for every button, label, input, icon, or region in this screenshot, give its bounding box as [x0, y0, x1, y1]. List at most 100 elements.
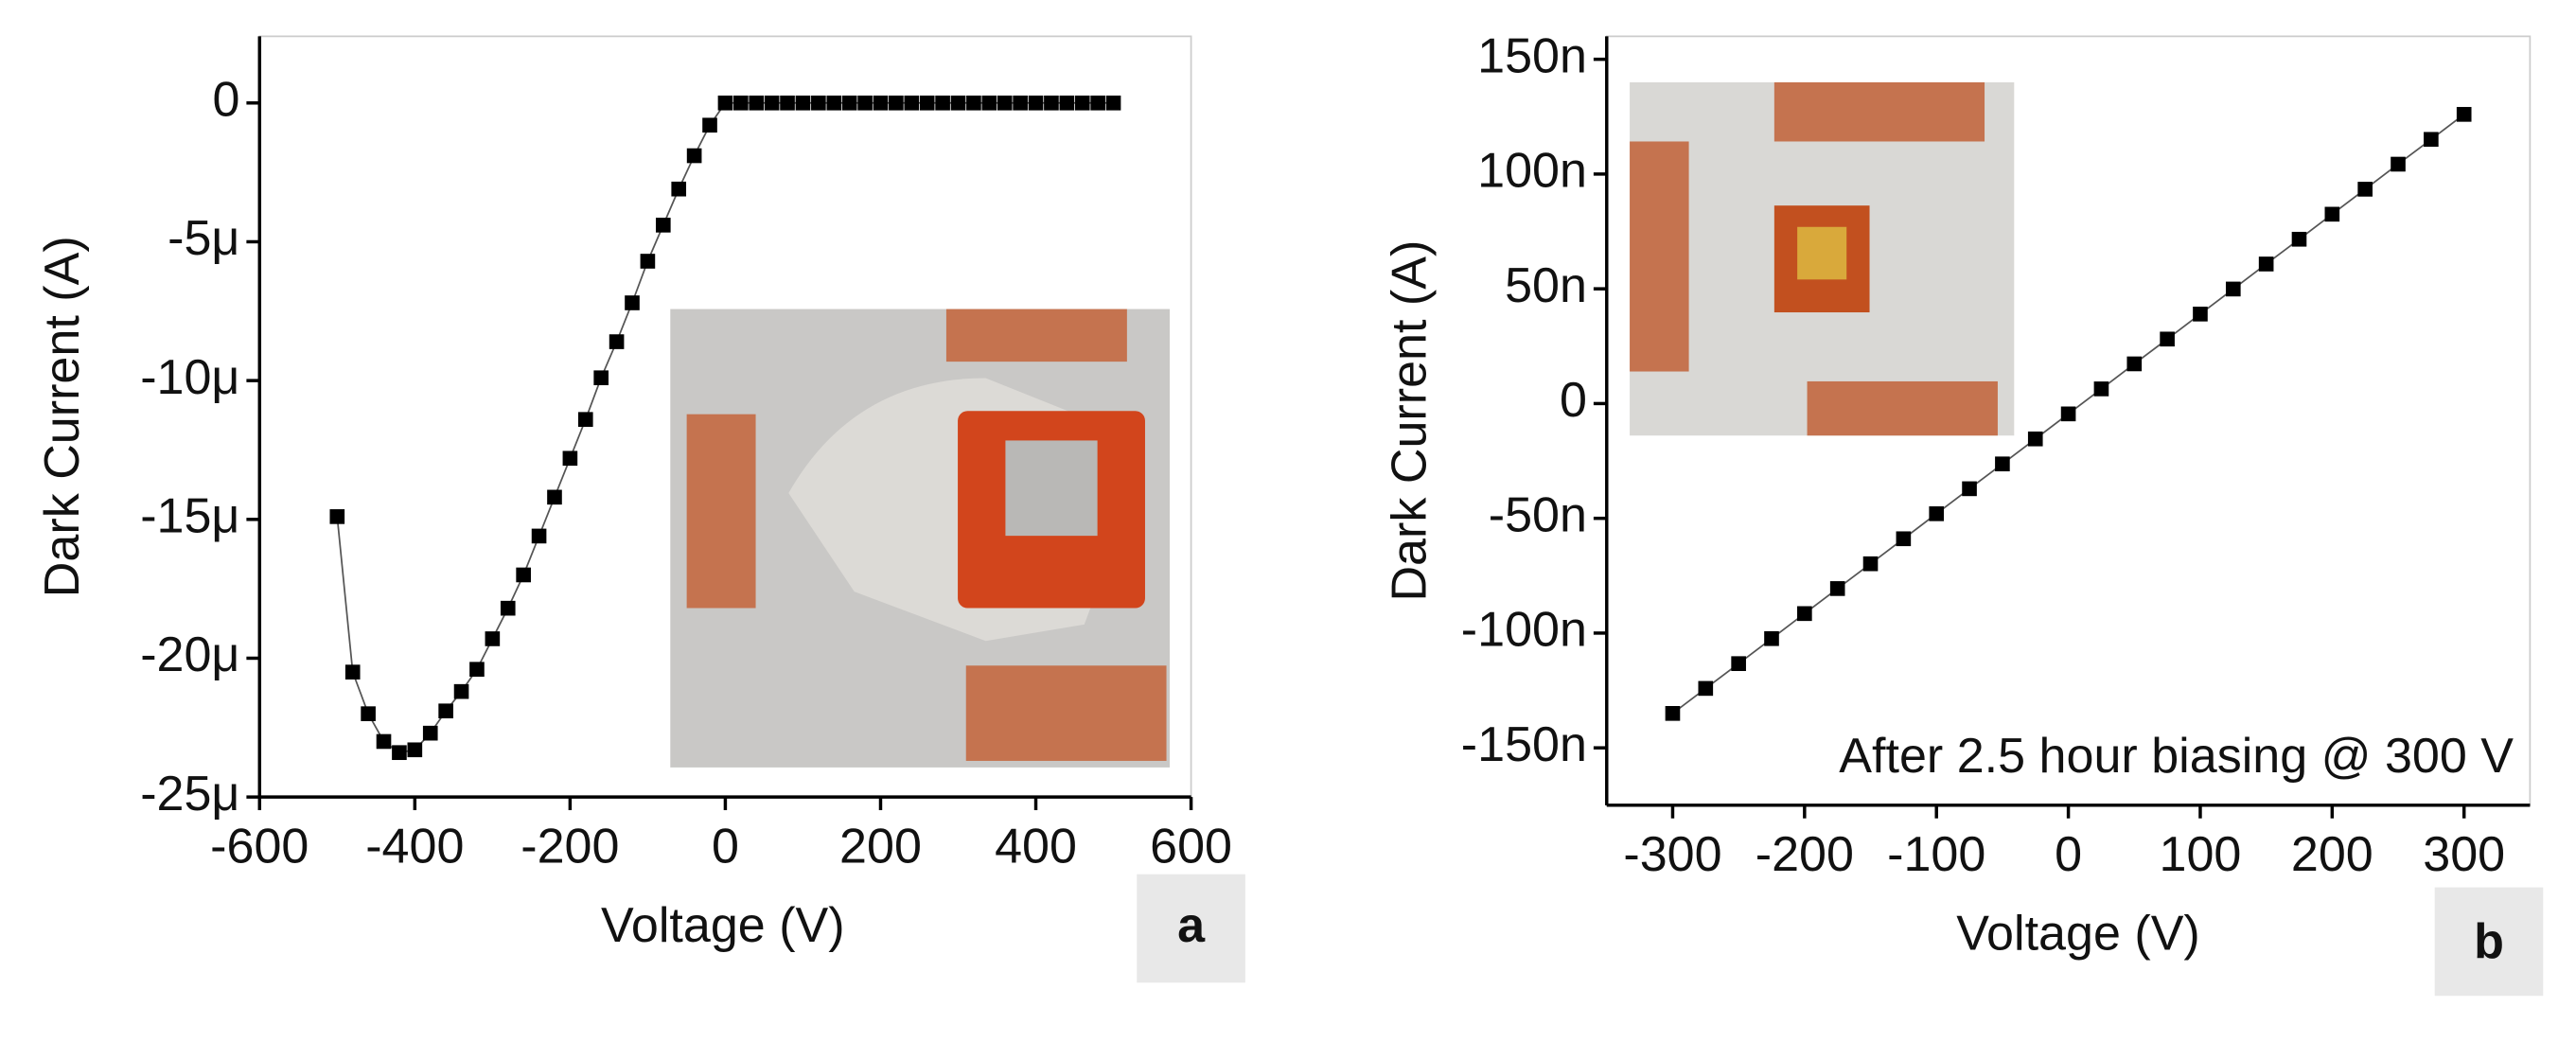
- data-point: [2193, 307, 2208, 322]
- y-tick-label: -10μ: [140, 350, 239, 405]
- data-point: [671, 181, 687, 197]
- x-tick-label: -300: [1623, 827, 1721, 882]
- inset-photo-a: [670, 309, 1171, 768]
- data-point: [361, 706, 376, 721]
- data-point: [376, 733, 392, 750]
- data-point: [841, 95, 857, 111]
- data-point: [407, 742, 423, 758]
- data-point: [344, 664, 361, 680]
- data-point: [811, 95, 826, 111]
- x-tick-label: 600: [1150, 819, 1232, 874]
- data-point: [1797, 606, 1812, 622]
- data-point: [935, 95, 950, 111]
- x-tick-label: 200: [2291, 827, 2373, 882]
- data-point: [702, 117, 717, 133]
- y-axis-label: Dark Current (A): [1383, 240, 1438, 602]
- data-point: [2126, 356, 2143, 372]
- data-point: [1698, 680, 1714, 697]
- data-point: [453, 683, 469, 699]
- y-tick-label: -50n: [1489, 487, 1587, 542]
- y-tick-label: 100n: [1477, 144, 1587, 199]
- data-point: [485, 631, 501, 646]
- data-point: [966, 95, 981, 111]
- data-point: [717, 95, 733, 111]
- x-tick-label: -200: [1756, 827, 1854, 882]
- data-point: [2424, 132, 2439, 148]
- data-point: [500, 600, 516, 616]
- data-point: [981, 95, 997, 111]
- data-point: [2357, 182, 2373, 197]
- data-point: [640, 254, 656, 269]
- data-point: [889, 95, 904, 111]
- y-tick-label: -25μ: [140, 767, 239, 821]
- data-point: [655, 218, 671, 233]
- data-point: [1105, 95, 1121, 111]
- inset-photo-b: [1630, 81, 2015, 436]
- data-point: [950, 95, 966, 111]
- data-point: [516, 567, 531, 583]
- data-point: [857, 95, 873, 111]
- data-point: [904, 95, 920, 111]
- data-point: [795, 95, 811, 111]
- data-point: [826, 95, 842, 111]
- data-point: [733, 95, 749, 111]
- x-tick-label: 0: [712, 819, 739, 874]
- data-point: [1896, 531, 1912, 547]
- data-point: [1764, 630, 1779, 646]
- data-point: [997, 95, 1013, 111]
- data-point: [1013, 95, 1028, 111]
- data-point: [593, 370, 609, 386]
- data-point: [1731, 656, 1746, 672]
- data-point: [609, 334, 625, 349]
- data-point: [438, 703, 453, 719]
- x-tick-label: 0: [2055, 827, 2082, 882]
- data-point: [2027, 431, 2043, 447]
- y-tick-label: 50n: [1505, 258, 1587, 313]
- data-point: [2060, 406, 2076, 422]
- x-tick-label: 400: [995, 819, 1077, 874]
- data-point: [1665, 706, 1681, 721]
- y-tick-label: -5μ: [168, 211, 239, 266]
- data-point: [422, 725, 438, 741]
- annotation: After 2.5 hour biasing @ 300 V: [1839, 729, 2514, 784]
- data-point: [1090, 95, 1105, 111]
- data-point: [392, 745, 407, 761]
- data-point: [686, 148, 702, 164]
- data-point: [1929, 506, 1945, 521]
- x-tick-label: -400: [365, 819, 464, 874]
- data-point: [1829, 581, 1845, 596]
- data-point: [749, 95, 765, 111]
- data-point: [2391, 156, 2406, 172]
- data-point: [2324, 206, 2340, 222]
- x-tick-label: -100: [1887, 827, 1985, 882]
- data-point: [329, 509, 345, 524]
- data-point: [1862, 556, 1879, 572]
- y-tick-label: 0: [212, 73, 239, 128]
- panel-label-box: [1137, 874, 1245, 983]
- data-point: [469, 662, 485, 678]
- x-tick-label: -200: [520, 819, 619, 874]
- y-axis-label: Dark Current (A): [35, 236, 90, 597]
- data-point: [2160, 331, 2175, 347]
- data-point: [919, 95, 935, 111]
- panel-label: a: [1177, 898, 1206, 953]
- data-point: [2093, 381, 2109, 397]
- data-point: [577, 412, 593, 428]
- data-point: [764, 95, 780, 111]
- y-tick-label: -100n: [1461, 603, 1587, 658]
- data-point: [780, 95, 795, 111]
- y-tick-label: 150n: [1477, 28, 1587, 83]
- y-tick-label: -20μ: [140, 627, 239, 682]
- data-point: [1059, 95, 1075, 111]
- data-point: [547, 489, 562, 505]
- panel-label: b: [2474, 914, 2504, 969]
- data-point: [562, 450, 578, 467]
- data-point: [873, 95, 889, 111]
- data-point: [1044, 95, 1059, 111]
- data-point: [1074, 95, 1090, 111]
- panel-label-box: [2434, 887, 2544, 997]
- data-point: [2225, 281, 2241, 297]
- data-point: [625, 295, 640, 310]
- data-point: [531, 528, 547, 544]
